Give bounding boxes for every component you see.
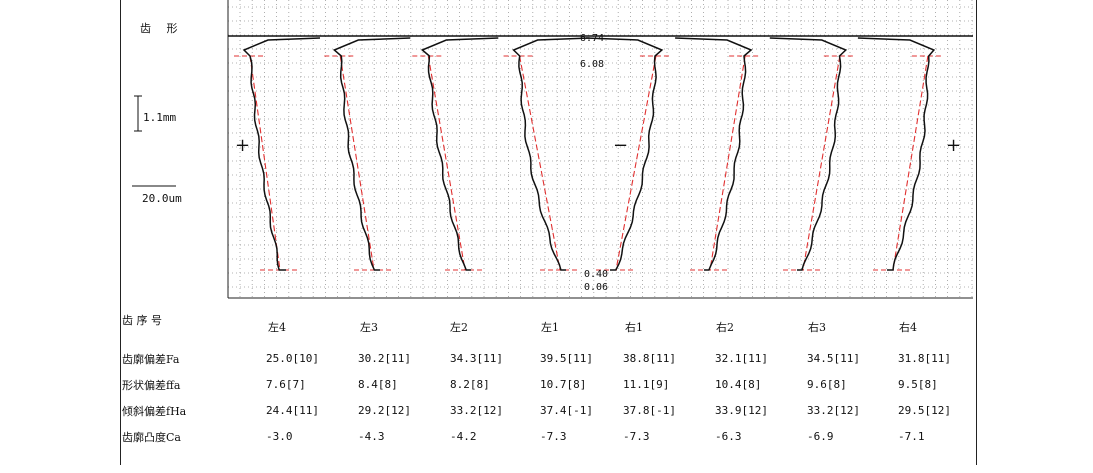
table-cell: 38.8[11] bbox=[623, 352, 676, 365]
table-cell: 10.4[8] bbox=[715, 378, 762, 391]
measured-profile-curve bbox=[332, 37, 411, 271]
row-label-Fa: 齿廓偏差Fa bbox=[122, 353, 180, 366]
row-label-Ca: 齿廓凸度Ca bbox=[122, 431, 181, 444]
table-cell: 34.3[11] bbox=[450, 352, 503, 365]
column-header: 右4 bbox=[899, 321, 917, 334]
row-label-fHa: 倾斜偏差fHa bbox=[122, 405, 187, 418]
table-cell: 9.6[8] bbox=[807, 378, 847, 391]
table-cell: 33.2[12] bbox=[450, 404, 503, 417]
measured-profile-curve bbox=[857, 37, 936, 271]
table-cell: -7.3 bbox=[623, 430, 650, 443]
column-header: 右1 bbox=[625, 321, 643, 334]
measured-profile-curve bbox=[242, 37, 321, 271]
table-cell: 24.4[11] bbox=[266, 404, 319, 417]
table-cell: 31.8[11] bbox=[898, 352, 951, 365]
table-cell: -3.0 bbox=[266, 430, 293, 443]
column-header: 左3 bbox=[360, 321, 378, 334]
reference-profile-line bbox=[427, 55, 466, 271]
column-header: 右2 bbox=[716, 321, 734, 334]
table-cell: 8.2[8] bbox=[450, 378, 490, 391]
table-cell: 30.2[11] bbox=[358, 352, 411, 365]
annotation-bottom-a: 0.40 bbox=[584, 269, 609, 280]
table-cell: 33.2[12] bbox=[807, 404, 860, 417]
table-cell: 10.7[8] bbox=[540, 378, 587, 391]
chart-title: 齿 形 bbox=[140, 22, 184, 35]
column-header: 左1 bbox=[541, 321, 559, 334]
measured-profile-curve bbox=[675, 37, 753, 271]
table-cell: 37.8[-1] bbox=[623, 404, 676, 417]
table-cell: -4.2 bbox=[450, 430, 477, 443]
plus-sign-right: + bbox=[946, 135, 962, 156]
minus-sign: − bbox=[613, 135, 629, 156]
column-header: 左2 bbox=[450, 321, 468, 334]
table-cell: 25.0[10] bbox=[266, 352, 319, 365]
reference-profile-line bbox=[339, 55, 375, 271]
reference-profile-line bbox=[892, 55, 929, 271]
table-cell: -7.1 bbox=[898, 430, 925, 443]
table-cell: 29.2[12] bbox=[358, 404, 411, 417]
chart-frame bbox=[120, 0, 977, 465]
tooth-sequence-header: 齿 序 号 bbox=[122, 314, 162, 327]
table-cell: 33.9[12] bbox=[715, 404, 768, 417]
annotation-bottom-b: 0.06 bbox=[584, 282, 609, 293]
measured-profile-curve bbox=[769, 37, 848, 271]
table-cell: 8.4[8] bbox=[358, 378, 398, 391]
annotation-top-b: 6.08 bbox=[580, 59, 605, 70]
table-cell: 11.1[9] bbox=[623, 378, 670, 391]
reference-profile-line bbox=[802, 55, 841, 271]
row-label-ffa: 形状偏差ffa bbox=[122, 379, 181, 392]
table-cell: 34.5[11] bbox=[807, 352, 860, 365]
measured-profile-curve bbox=[420, 37, 499, 271]
table-cell: 37.4[-1] bbox=[540, 404, 593, 417]
plus-sign-left: + bbox=[235, 135, 251, 156]
table-cell: 7.6[7] bbox=[266, 378, 306, 391]
measured-profile-curve bbox=[585, 37, 664, 271]
reference-profile-line bbox=[519, 55, 561, 271]
table-cell: 32.1[11] bbox=[715, 352, 768, 365]
reference-profile-line bbox=[709, 55, 746, 271]
vertical-scale-label: 1.1mm bbox=[143, 111, 177, 124]
reference-profile-line bbox=[249, 55, 281, 271]
annotation-top-a: 6.74 bbox=[580, 33, 605, 44]
column-header: 左4 bbox=[268, 321, 286, 334]
table-cell: -6.3 bbox=[715, 430, 742, 443]
table-cell: 29.5[12] bbox=[898, 404, 951, 417]
column-header: 右3 bbox=[808, 321, 826, 334]
table-cell: -7.3 bbox=[540, 430, 567, 443]
table-cell: -4.3 bbox=[358, 430, 385, 443]
table-cell: 9.5[8] bbox=[898, 378, 938, 391]
table-cell: 39.5[11] bbox=[540, 352, 593, 365]
reference-profile-line bbox=[615, 55, 657, 271]
table-cell: -6.9 bbox=[807, 430, 834, 443]
measured-profile-curve bbox=[512, 37, 590, 271]
horizontal-scale-label: 20.0um bbox=[142, 192, 182, 205]
